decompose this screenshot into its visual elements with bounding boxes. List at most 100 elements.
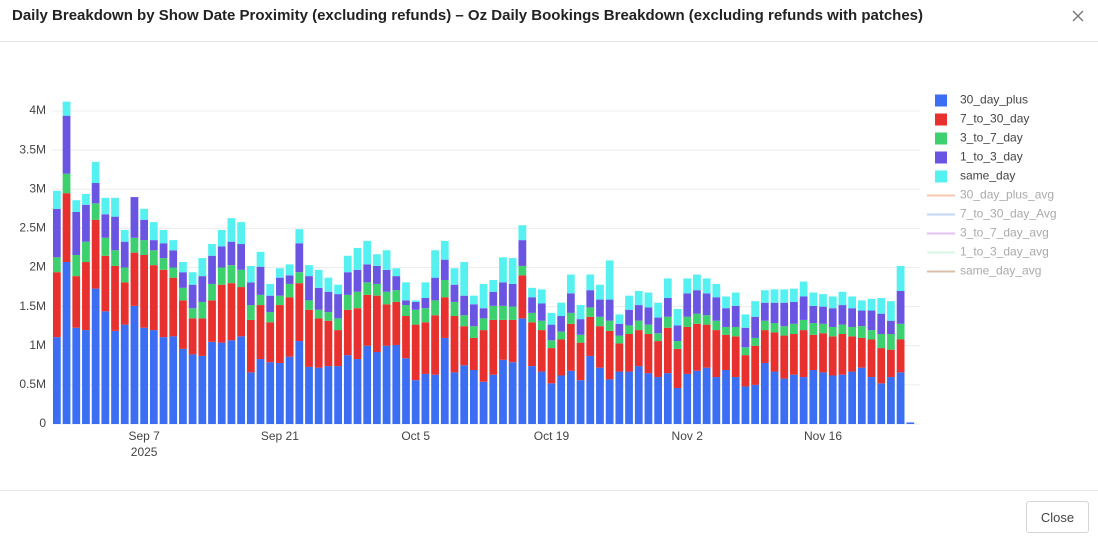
bar-segment — [770, 289, 779, 303]
bar-segment — [586, 355, 595, 424]
bar-segment — [149, 265, 158, 331]
bar-segment — [663, 373, 672, 424]
bar-segment — [411, 380, 420, 424]
legend-label: 7_to_30_day_Avg — [960, 207, 1057, 221]
bar-segment — [896, 290, 905, 324]
bar-segment — [654, 317, 663, 334]
bar-segment — [528, 322, 536, 367]
bar-segment — [343, 272, 352, 295]
bar-segment — [305, 309, 313, 367]
close-icon[interactable] — [1068, 6, 1088, 26]
bar-segment — [237, 336, 245, 424]
bar-segment — [82, 241, 90, 263]
bar-segment — [479, 308, 488, 319]
bar-segment — [702, 315, 711, 325]
bar-segment — [537, 303, 546, 321]
bar-segment — [179, 300, 187, 349]
bar-segment — [101, 197, 110, 215]
bar-segment — [819, 294, 827, 307]
bar-segment — [499, 319, 507, 360]
bar-segment — [489, 374, 498, 424]
bar-segment — [373, 265, 381, 284]
bar-segment — [111, 216, 119, 251]
bar-segment — [644, 324, 653, 335]
bar-segment — [179, 262, 187, 273]
bar-segment — [605, 320, 614, 331]
bar-segment — [431, 277, 439, 301]
bar-segment — [460, 365, 469, 424]
bar-segment — [450, 268, 459, 285]
bar-segment — [566, 323, 575, 371]
dialog-header: Daily Breakdown by Show Date Proximity (… — [0, 0, 1098, 42]
y-tick-label: 1M — [29, 338, 46, 352]
bar-segment — [634, 290, 643, 306]
bar-segment — [130, 197, 139, 238]
bar-segment — [334, 294, 342, 319]
bar-segment — [566, 274, 575, 294]
bar-segment — [460, 262, 469, 296]
bar-segment — [499, 282, 507, 306]
bar-segment — [334, 330, 342, 367]
bar-segment — [790, 323, 798, 335]
bar-segment — [518, 240, 527, 266]
bar-segment — [440, 337, 449, 424]
bar-segment — [91, 288, 100, 424]
bar-segment — [431, 315, 439, 375]
bar-segment — [741, 327, 750, 348]
bar-segment — [547, 324, 556, 341]
bar-segment — [722, 326, 730, 335]
bar-segment — [731, 377, 740, 424]
bar-segment — [392, 290, 401, 302]
x-tick-label: Sep 21 — [261, 429, 299, 443]
bar-segment — [867, 330, 876, 340]
bar-segment — [518, 265, 527, 276]
y-tick-label: 3.5M — [19, 142, 46, 156]
bar-segment — [460, 295, 469, 316]
bar-segment — [363, 345, 372, 424]
bar-segment — [140, 327, 149, 424]
bar-segment — [673, 341, 682, 349]
y-tick-label: 4M — [29, 103, 46, 117]
bar-segment — [392, 301, 401, 345]
bar-segment — [819, 333, 827, 373]
close-button[interactable]: Close — [1026, 501, 1089, 533]
bar-segment — [324, 312, 333, 321]
bar-segment — [130, 252, 139, 306]
bar-segment — [760, 330, 769, 363]
bar-segment — [731, 326, 740, 337]
bar-segment — [140, 240, 149, 255]
bar-segment — [411, 324, 420, 381]
bar-segment — [411, 309, 420, 325]
bar-segment — [450, 316, 459, 373]
bar-segment — [508, 258, 517, 284]
bar-segment — [256, 266, 265, 295]
bar-segment — [198, 355, 207, 424]
bar-segment — [120, 324, 129, 424]
bar-segment — [683, 316, 692, 327]
bar-segment — [663, 298, 672, 317]
bar-segment — [343, 255, 352, 273]
bar-segment — [644, 334, 653, 374]
bar-segment — [363, 282, 372, 295]
bar-segment — [411, 300, 420, 302]
bar-segment — [702, 324, 711, 368]
bar-segment — [52, 208, 61, 258]
bar-segment — [693, 313, 701, 324]
bar-segment — [596, 316, 604, 327]
bar-segment — [508, 362, 517, 424]
bar-segment — [198, 258, 207, 277]
bar-segment — [198, 276, 207, 302]
bar-segment — [159, 258, 168, 270]
y-tick-label: 0.5M — [19, 377, 46, 391]
bar-segment — [314, 367, 323, 424]
bar-segment — [314, 309, 323, 319]
bar-segment — [799, 281, 808, 297]
bar-segment — [877, 348, 886, 384]
bar-segment — [373, 283, 381, 296]
bar-segment — [625, 371, 633, 424]
bar-segment — [188, 272, 197, 285]
y-tick-label: 2M — [29, 260, 46, 274]
legend-label: same_day_avg — [960, 264, 1041, 278]
bar-segment — [663, 327, 672, 374]
bar-segment — [596, 367, 604, 424]
